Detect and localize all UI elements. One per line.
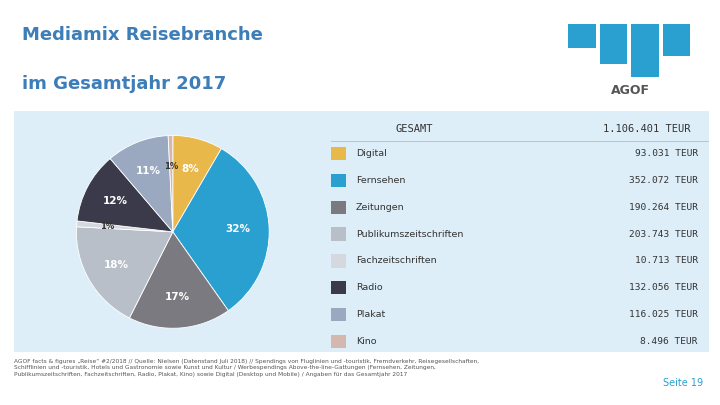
Wedge shape [168, 136, 173, 232]
Bar [331, 200, 346, 214]
Wedge shape [76, 227, 173, 318]
Bar [600, 24, 627, 64]
Wedge shape [130, 232, 228, 328]
Text: 1%: 1% [100, 222, 114, 231]
Wedge shape [76, 221, 173, 232]
Bar [663, 24, 690, 56]
Text: 190.264 TEUR: 190.264 TEUR [629, 203, 698, 212]
Wedge shape [173, 149, 269, 311]
Bar [331, 281, 346, 294]
Text: 17%: 17% [165, 292, 190, 302]
Bar [331, 335, 346, 348]
Wedge shape [77, 159, 173, 232]
Text: 1%: 1% [164, 162, 179, 171]
Text: Publikumszeitschriften: Publikumszeitschriften [356, 230, 463, 239]
Bar [331, 174, 346, 187]
Text: 32%: 32% [226, 224, 251, 234]
Text: Radio: Radio [356, 284, 382, 292]
Text: 116.025 TEUR: 116.025 TEUR [629, 310, 698, 319]
Bar [331, 147, 346, 160]
Text: 352.072 TEUR: 352.072 TEUR [629, 176, 698, 185]
Text: Digital: Digital [356, 149, 387, 158]
Text: 132.056 TEUR: 132.056 TEUR [629, 284, 698, 292]
Text: Mediamix Reisebranche: Mediamix Reisebranche [22, 26, 263, 44]
Wedge shape [110, 136, 173, 232]
Bar [569, 24, 596, 48]
Text: 1.106.401 TEUR: 1.106.401 TEUR [603, 124, 690, 134]
Text: Zeitungen: Zeitungen [356, 203, 405, 212]
Text: Fachzeitschriften: Fachzeitschriften [356, 256, 436, 265]
Wedge shape [173, 136, 221, 232]
Text: 203.743 TEUR: 203.743 TEUR [629, 230, 698, 239]
Text: 12%: 12% [102, 196, 127, 206]
Text: Fernsehen: Fernsehen [356, 176, 405, 185]
Text: Plakat: Plakat [356, 310, 385, 319]
Text: 18%: 18% [104, 260, 129, 270]
Text: AGOF: AGOF [611, 84, 649, 97]
Text: Seite 19: Seite 19 [663, 378, 703, 388]
Text: 8.496 TEUR: 8.496 TEUR [640, 337, 698, 346]
Text: AGOF facts & figures „Reise“ #2/2018 // Quelle: Nielsen (Datenstand Juli 2018) /: AGOF facts & figures „Reise“ #2/2018 // … [14, 359, 480, 377]
Bar [331, 228, 346, 241]
Bar [631, 24, 659, 77]
Text: im Gesamtjahr 2017: im Gesamtjahr 2017 [22, 75, 226, 93]
Text: GESAMT: GESAMT [395, 124, 433, 134]
Bar [331, 308, 346, 321]
Text: 8%: 8% [181, 164, 199, 174]
Text: Kino: Kino [356, 337, 377, 346]
Text: 93.031 TEUR: 93.031 TEUR [634, 149, 698, 158]
FancyBboxPatch shape [4, 108, 719, 356]
Text: 10.713 TEUR: 10.713 TEUR [634, 256, 698, 265]
Bar [331, 254, 346, 268]
Text: 11%: 11% [136, 166, 161, 176]
